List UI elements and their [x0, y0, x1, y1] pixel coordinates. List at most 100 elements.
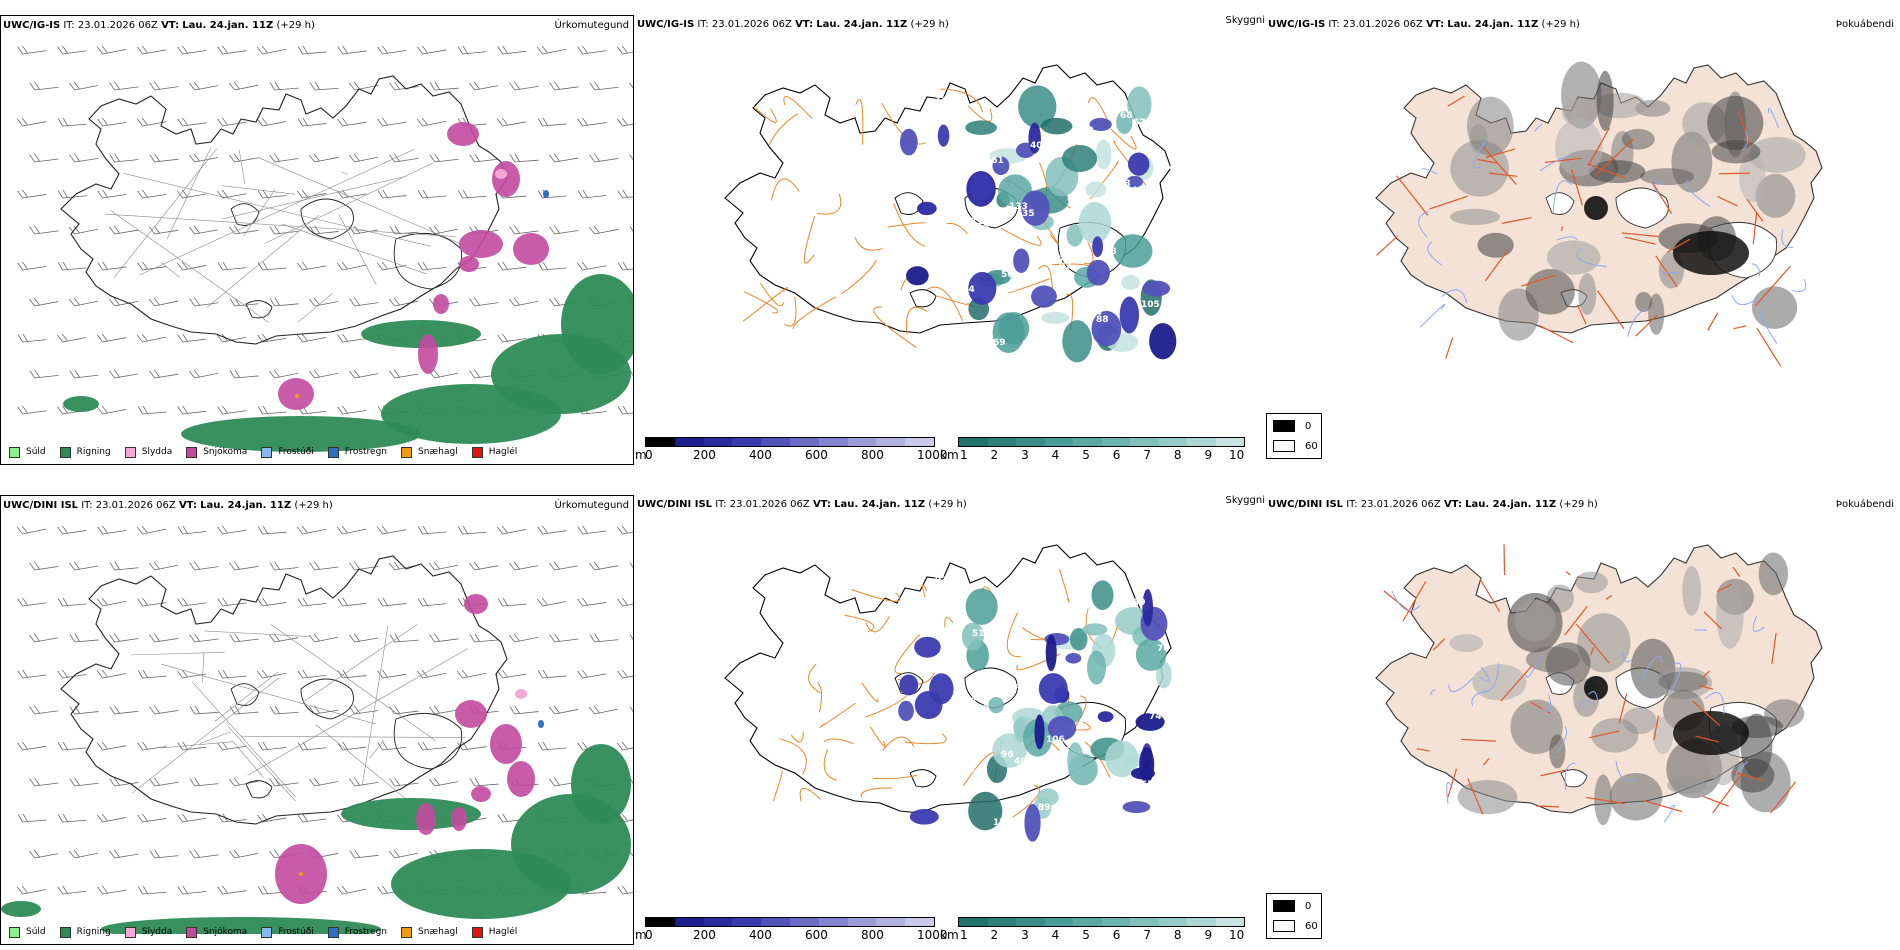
wind-barb — [629, 634, 633, 643]
wind-barb — [497, 333, 527, 343]
colorbar-segment — [646, 438, 675, 446]
snow-area — [459, 256, 479, 272]
road-line — [772, 770, 783, 802]
wind-barb — [137, 117, 167, 127]
fog-legend: 0 60 — [1266, 893, 1322, 939]
wind-barb — [217, 45, 247, 55]
wind-barb — [417, 189, 447, 199]
scale-tick-label: 1 — [960, 928, 968, 942]
wind-barb — [57, 597, 87, 607]
colorbar-segment — [818, 918, 848, 926]
wind-barb — [68, 849, 99, 859]
road-line — [240, 735, 466, 738]
wind-barb — [217, 117, 247, 127]
cloudbase-value: 80 — [1030, 621, 1043, 631]
colorbar-segment — [1044, 918, 1073, 926]
wind-barb — [497, 597, 527, 607]
road-line — [1489, 172, 1518, 177]
road-line — [926, 286, 963, 321]
cloudbase-value: 17 — [977, 224, 990, 234]
legend-label: Snæhagl — [418, 447, 458, 457]
road-line — [214, 671, 279, 722]
river-line — [1479, 663, 1499, 694]
fog-index-area — [1635, 291, 1653, 312]
road-line — [247, 648, 468, 776]
rain-area — [561, 274, 633, 374]
road-line — [202, 652, 205, 683]
fog-index-area — [1549, 734, 1566, 769]
fog-index-area — [1584, 676, 1608, 700]
cloudbase-area — [1086, 259, 1110, 286]
cloudbase-value: 17 — [1059, 742, 1072, 752]
panel-title-precip: Úrkomutegund — [554, 500, 629, 511]
road-line — [893, 203, 926, 247]
road-line — [1447, 95, 1465, 107]
visibility-area — [1036, 788, 1059, 806]
road-line — [1707, 312, 1719, 331]
cloudbase-value: 131 — [964, 217, 983, 227]
rain-area — [341, 798, 481, 830]
model-name: UWC/IG-IS — [637, 19, 695, 30]
wind-barb — [337, 117, 367, 127]
visibility-area — [1121, 274, 1140, 290]
colorbar-segment — [732, 438, 762, 446]
cloudbase-value: 74 — [1149, 712, 1162, 722]
wind-barb — [189, 705, 219, 715]
road-line — [940, 88, 984, 113]
precip-legend: Súld Rigning Slydda Snjókoma Frostúði Frostre… — [1, 441, 633, 463]
road-line — [753, 106, 777, 124]
cloudbase-value: 63 — [1149, 232, 1162, 242]
glacier-outline — [393, 232, 463, 290]
road-line — [1653, 715, 1660, 741]
road-line — [1717, 583, 1732, 592]
visibility-area — [961, 622, 984, 651]
legend-item: Slydda — [124, 446, 173, 458]
visibility-area — [1127, 86, 1152, 123]
wind-barb — [177, 117, 207, 127]
wind-barb — [349, 633, 379, 643]
fog-index-area — [1755, 173, 1796, 218]
colorbar-segment — [905, 918, 934, 926]
road-line — [243, 188, 276, 236]
wind-barb — [308, 777, 339, 787]
wind-barb — [577, 669, 607, 679]
legend-item: Slydda — [124, 926, 172, 938]
vt-value: Lau. 24.jan. 11Z — [816, 19, 908, 30]
legend-swatch — [9, 926, 20, 938]
wind-barb — [388, 297, 419, 307]
wind-barb — [149, 81, 179, 91]
wind-barb — [269, 153, 299, 163]
wind-barb — [377, 45, 407, 55]
colorbar-segment — [1044, 438, 1073, 446]
legend-label: Slydda — [141, 447, 173, 457]
wind-barb — [548, 705, 579, 715]
wind-barb — [497, 45, 527, 55]
river-line — [1615, 760, 1639, 782]
river-line — [1767, 108, 1780, 129]
cloudbase-area — [1149, 322, 1177, 360]
wind-barb — [17, 189, 47, 199]
precip-legend: Súld Rigning Slydda Snjókoma Frostúði Frostre… — [1, 921, 633, 943]
it-label: IT: — [1346, 499, 1358, 510]
river-line — [1418, 210, 1429, 238]
wind-barb — [189, 561, 219, 571]
road-line — [258, 157, 461, 245]
wind-barb — [69, 777, 99, 787]
wind-barb — [537, 525, 567, 535]
wind-barb — [17, 45, 47, 55]
road-line — [1376, 236, 1398, 256]
road-line — [1503, 543, 1506, 575]
wind-barb — [297, 669, 327, 679]
wind-barb — [456, 669, 487, 679]
road-line — [1596, 290, 1625, 330]
colorbar-segment — [1073, 438, 1102, 446]
river-line — [1641, 655, 1663, 680]
wind-barb — [377, 597, 407, 607]
cloudbase-area — [899, 128, 918, 156]
road-line — [238, 149, 246, 185]
wind-barb — [588, 561, 619, 571]
wind-barb — [69, 705, 99, 715]
road-line — [887, 222, 926, 228]
glacier-outline — [245, 300, 273, 319]
wind-barb — [268, 633, 299, 643]
